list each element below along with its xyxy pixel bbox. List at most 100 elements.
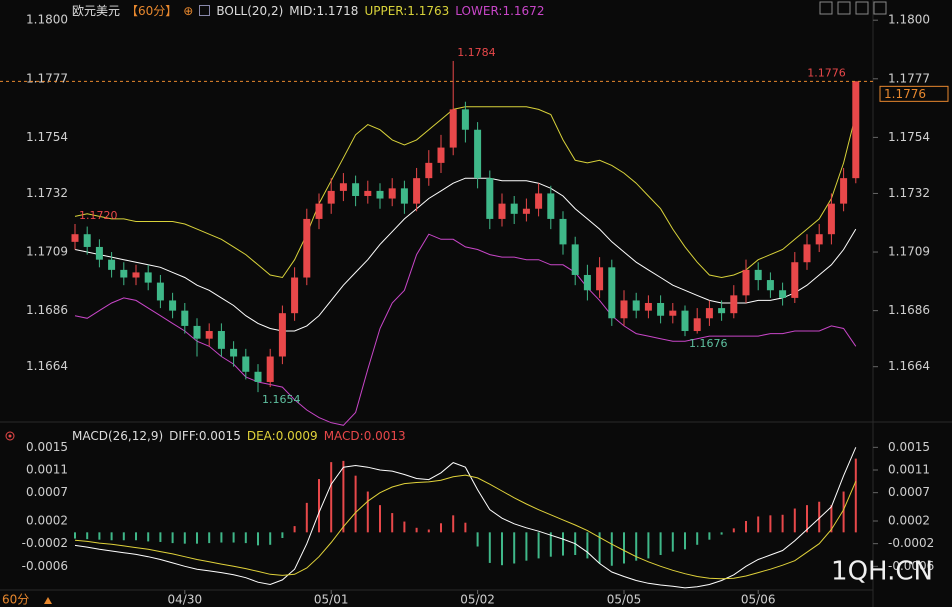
low-label: 1.1676 [689, 337, 728, 350]
candle-body [693, 318, 701, 332]
y-tick-label: 1.1777 [888, 71, 930, 85]
candle-body [156, 282, 164, 301]
candle-body [498, 203, 506, 219]
candle-body [437, 147, 445, 163]
candle-body [718, 308, 726, 314]
candle-body [71, 234, 79, 242]
last-price-tag [879, 85, 949, 102]
candle-body [840, 178, 848, 204]
candle-body [730, 295, 738, 314]
candle-body [95, 246, 103, 260]
last-price-label: 1.1776 [884, 87, 926, 101]
toolbar-icons[interactable] [819, 1, 887, 15]
candle-body [303, 218, 311, 278]
candle-body [486, 178, 494, 219]
candle-body [852, 81, 860, 179]
candle-body [779, 290, 787, 298]
watermark: 1QH.CN [831, 557, 933, 587]
candle-body [242, 356, 250, 372]
x-tick-label: 04/30 [168, 593, 203, 607]
indicator-label: BOLL(20,2) [216, 3, 284, 18]
candle-body [205, 331, 213, 339]
y-tick-label: 0.0015 [26, 440, 68, 454]
legend-entry: MID:1.1718 [289, 3, 359, 18]
candle-body [266, 356, 274, 382]
y-tick-label: 0.0011 [26, 463, 68, 477]
y-tick-label: 0.0007 [26, 485, 68, 499]
candle-body [315, 203, 323, 219]
legend-entry: LOWER:1.1672 [455, 3, 545, 18]
candle-body [681, 310, 689, 332]
boll-line [74, 233, 857, 426]
y-tick-label: 1.1800 [26, 13, 68, 27]
x-tick-label: 05/05 [607, 593, 642, 607]
candle-body [388, 188, 396, 199]
low-label: 1.1654 [262, 393, 301, 406]
candle-body [132, 272, 140, 278]
candle-body [596, 267, 604, 291]
boll-line [74, 177, 857, 332]
y-tick-label: 1.1709 [26, 245, 68, 259]
icon[interactable] [855, 1, 869, 15]
high-label: 1.1720 [79, 209, 118, 222]
settings-icon-dot [8, 434, 12, 438]
period-arrow[interactable] [44, 597, 52, 604]
candle-body [608, 267, 616, 319]
zoom-icon[interactable]: ⊕ [183, 3, 194, 18]
y-tick-label: 1.1686 [888, 303, 930, 317]
icon[interactable] [873, 1, 887, 15]
candle-body [217, 331, 225, 349]
legend-entry: DEA:0.0009 [246, 429, 318, 443]
candle-body [413, 178, 421, 204]
candle-body [108, 259, 116, 270]
y-tick-label: 1.1686 [26, 303, 68, 317]
candle-body [400, 188, 408, 204]
y-tick-label: 0.0007 [888, 485, 930, 499]
candle-body [278, 313, 286, 357]
candle-body [254, 371, 262, 382]
y-tick-label: 0.0015 [888, 440, 930, 454]
candle-body [547, 193, 555, 219]
y-tick-label: -0.0006 [888, 559, 934, 573]
macd-line [74, 447, 857, 589]
settings-icon[interactable] [5, 431, 15, 441]
indicator-icon[interactable] [199, 5, 211, 16]
candle-body [669, 310, 677, 316]
candle-body [827, 203, 835, 235]
candle-body [559, 218, 567, 245]
y-tick-label: 0.0002 [26, 514, 68, 528]
candle-body [425, 162, 433, 179]
legend-entry: UPPER:1.1763 [364, 3, 450, 18]
candle-body [510, 203, 518, 214]
period-selector[interactable]: 60分 [2, 593, 29, 607]
candle-body [705, 308, 713, 319]
y-tick-label: 1.1732 [26, 186, 68, 200]
y-tick-label: 1.1664 [26, 359, 68, 373]
x-tick-label: 05/06 [741, 593, 776, 607]
candle-body [766, 280, 774, 291]
candle-body [583, 274, 591, 291]
candle-body [120, 269, 128, 278]
candle-body [181, 310, 189, 326]
candle-body [791, 262, 799, 298]
candle-body [620, 300, 628, 319]
legend-entry: DIFF:0.0015 [169, 429, 241, 443]
candle-body [83, 234, 91, 247]
y-tick-label: -0.0006 [22, 559, 68, 573]
candle-body [571, 244, 579, 275]
candle-body [644, 302, 652, 311]
candle-body [144, 272, 152, 283]
candle-body [352, 183, 360, 196]
icon[interactable] [837, 1, 851, 15]
y-tick-label: 1.1777 [26, 71, 68, 85]
instrument-title: 欧元美元 [72, 4, 121, 18]
candle-body [291, 277, 299, 314]
x-tick-label: 05/02 [460, 593, 495, 607]
high-label: 1.1776 [807, 66, 846, 79]
candle-body [522, 208, 530, 214]
icon[interactable] [819, 1, 833, 15]
macd-header: MACD(26,12,9) DIFF:0.0015 DEA:0.0009 MAC… [72, 429, 406, 443]
x-tick-label: 05/01 [314, 593, 349, 607]
candle-body [364, 190, 372, 196]
